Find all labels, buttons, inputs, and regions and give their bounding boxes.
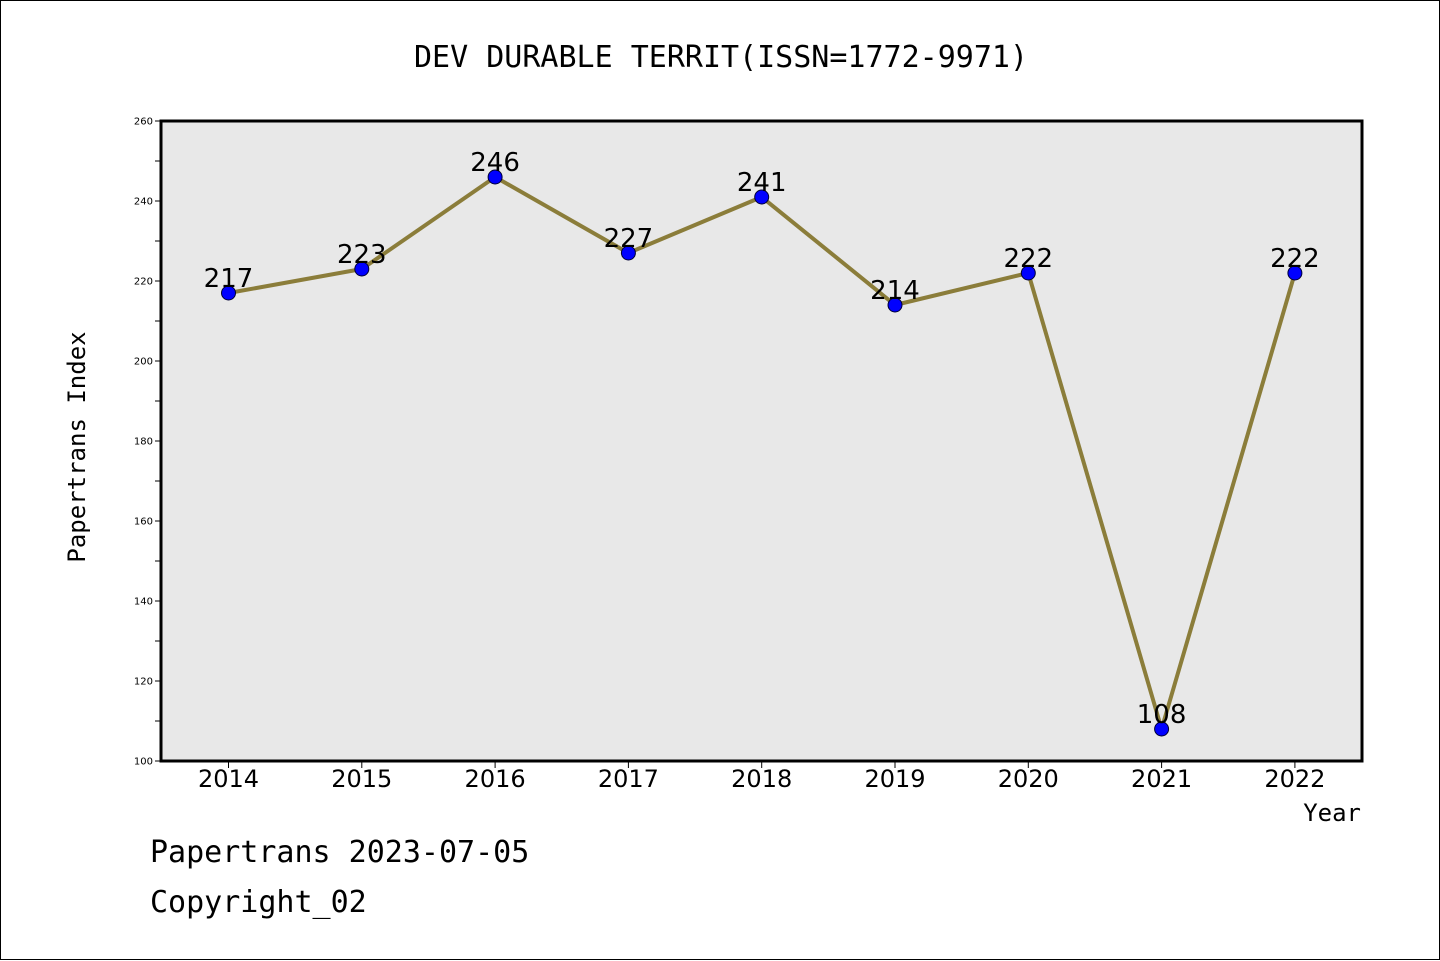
series-layer: 217 223 246 227 241 214 222 108 222: [204, 148, 1320, 737]
data-point: [354, 261, 370, 277]
x-tick-label: 2017: [598, 765, 659, 793]
y-tick-label: 220: [134, 277, 153, 288]
chart-title: DEV DURABLE TERRIT(ISSN=1772-9971): [414, 40, 1028, 75]
data-point: [221, 285, 236, 301]
y-tick-label: 140: [134, 597, 153, 608]
x-tick-label: 2015: [331, 765, 392, 793]
footer-copyright: Copyright_02: [150, 885, 367, 920]
x-tick-label: 2022: [1264, 765, 1325, 793]
y-tick-label: 240: [134, 197, 153, 208]
data-label: 246: [470, 148, 520, 178]
data-label: 214: [870, 276, 920, 306]
data-point: [1020, 265, 1036, 281]
y-tick-label: 120: [134, 677, 153, 688]
data-label: 223: [337, 240, 387, 270]
data-label: 222: [1270, 244, 1320, 274]
data-point: [1287, 265, 1303, 281]
y-tick-label: 160: [134, 517, 153, 528]
plot-area: [159, 119, 1364, 763]
y-axis-label: Papertrans Index: [63, 331, 91, 562]
footer-date: Papertrans 2023-07-05: [150, 835, 530, 870]
data-point: [754, 189, 770, 205]
data-point: [887, 297, 903, 313]
x-tick-label: 2019: [864, 765, 925, 793]
y-tick-label: 200: [134, 357, 153, 368]
data-point: [487, 169, 503, 185]
x-tick-label: 2018: [731, 765, 792, 793]
y-tick-label: 260: [134, 117, 153, 128]
data-point: [620, 245, 636, 261]
x-tick-label: 2014: [198, 765, 259, 793]
data-label: 241: [737, 168, 787, 198]
data-label: 217: [204, 264, 254, 294]
y-tick-label: 100: [134, 757, 153, 768]
x-tick-label: 2016: [465, 765, 526, 793]
data-point: [1154, 721, 1170, 737]
y-tick-label: 180: [134, 437, 153, 448]
x-axis-label: Year: [1303, 799, 1361, 827]
x-tick-label: 2021: [1131, 765, 1192, 793]
data-label: 222: [1003, 244, 1053, 274]
data-label: 108: [1137, 700, 1187, 730]
x-tick-label: 2020: [998, 765, 1059, 793]
axis-ticks: 100 120 140 160 180 200 220 240 260 2014 2015 2016 2…: [134, 117, 1326, 794]
data-label: 227: [604, 224, 654, 254]
